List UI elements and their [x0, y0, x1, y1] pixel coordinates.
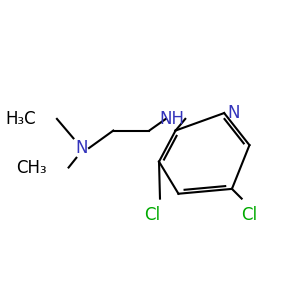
Text: NH: NH	[159, 110, 184, 128]
Text: N: N	[227, 104, 240, 122]
Text: CH₃: CH₃	[16, 158, 47, 176]
Text: Cl: Cl	[242, 206, 257, 224]
Text: H₃C: H₃C	[5, 110, 35, 128]
Text: Cl: Cl	[144, 206, 160, 224]
Text: N: N	[75, 139, 88, 157]
